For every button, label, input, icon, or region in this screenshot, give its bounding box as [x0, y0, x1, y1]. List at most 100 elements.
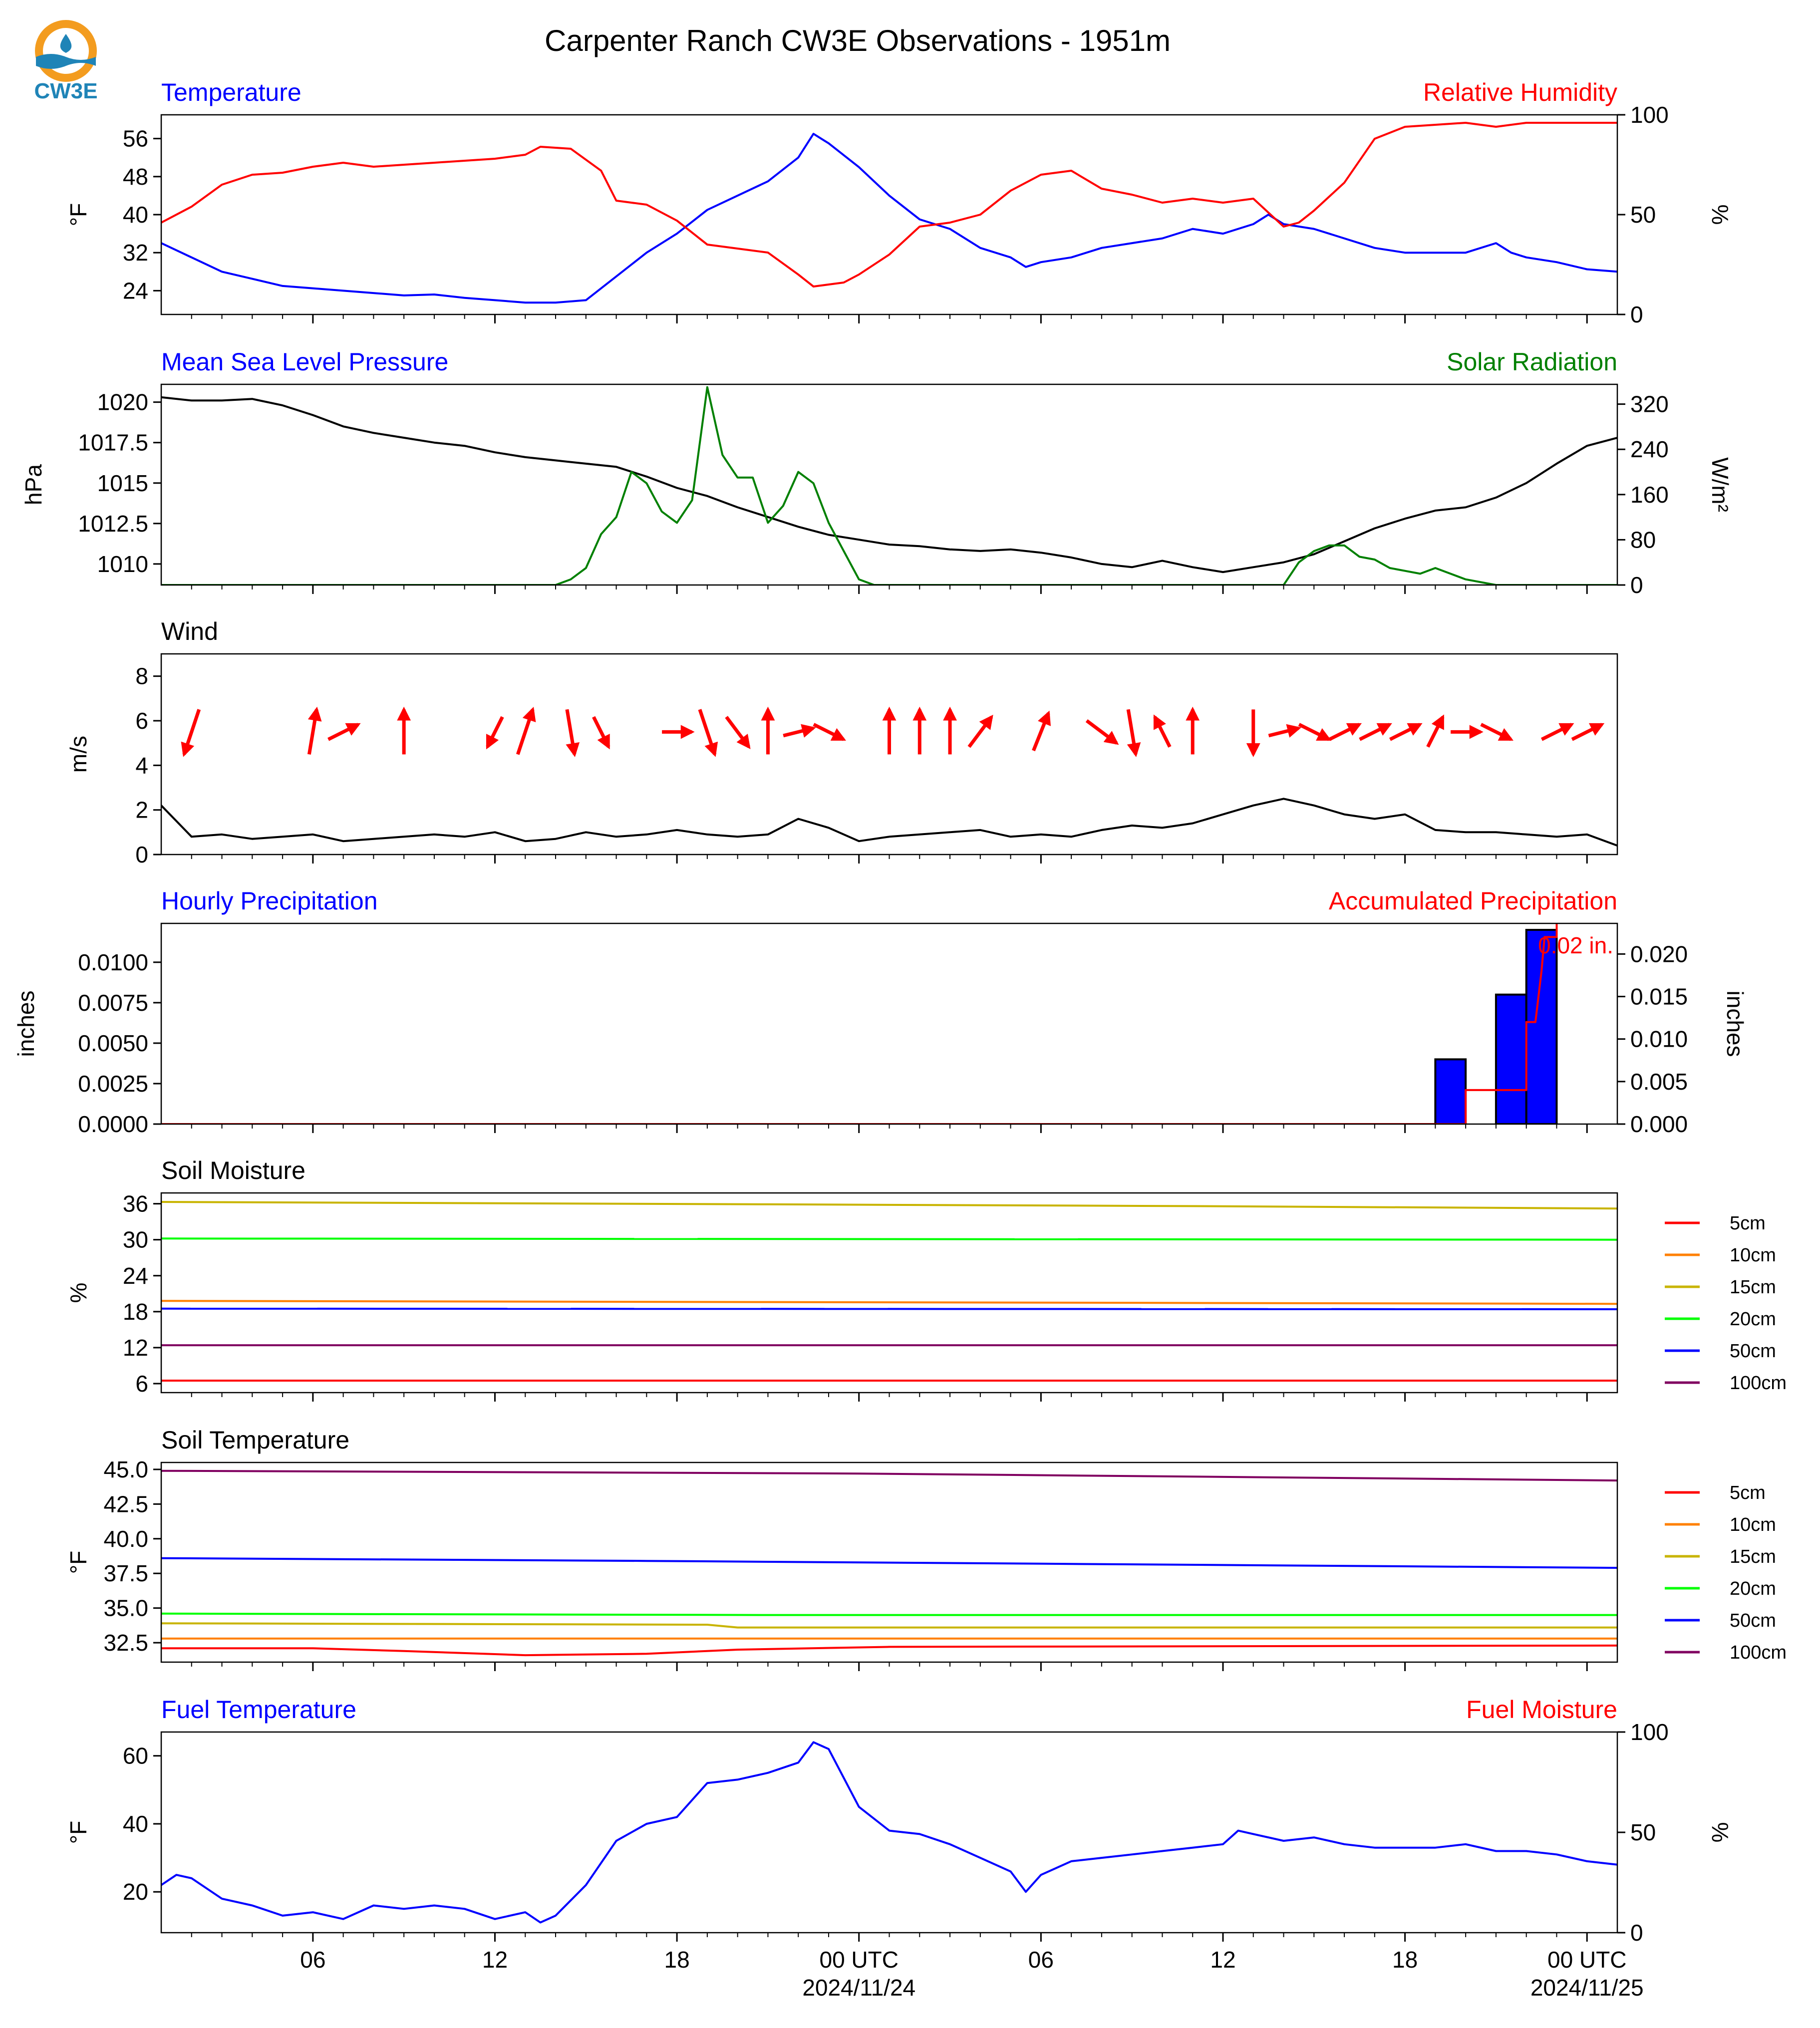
y-tick-label: 20: [123, 1879, 148, 1905]
y-tick-label: 32: [123, 240, 148, 266]
y-tick-label: 24: [123, 1263, 148, 1289]
y-tick-label: 35.0: [103, 1595, 148, 1621]
series-line: [161, 1557, 1617, 1569]
y-tick-label: 1017.5: [78, 430, 148, 456]
legend-label: 10cm: [1730, 1245, 1776, 1266]
wind-vector: [307, 706, 322, 755]
wind-vector: [327, 723, 361, 741]
panel-6: Fuel Temperature Fuel Moisture 20 40 60 0 50 10…: [65, 1696, 1733, 2001]
y-tick-label: 40.0: [103, 1526, 148, 1552]
wind-vector: [813, 723, 846, 741]
panel-title-left: Soil Moisture: [161, 1157, 305, 1184]
y-tick-label: 1020: [97, 389, 148, 415]
panel-title-left: Soil Temperature: [161, 1426, 349, 1454]
series-line: [161, 1644, 1617, 1657]
panel-title-right: Fuel Moisture: [1466, 1696, 1617, 1724]
y-tick-label: 0.0000: [78, 1111, 148, 1137]
legend-label: 50cm: [1730, 1341, 1776, 1362]
wind-vector: [1298, 723, 1332, 741]
wind-vector: [181, 709, 201, 757]
series-line: [161, 1300, 1617, 1305]
legend-label: 10cm: [1730, 1514, 1776, 1535]
x-date-label: 2024/11/25: [1530, 1975, 1644, 2001]
panel-title-right: Relative Humidity: [1423, 78, 1617, 106]
y-axis-label: °F: [65, 1821, 91, 1844]
y-right-tick-label: 0.005: [1630, 1069, 1688, 1095]
x-tick-label: 18: [664, 1947, 690, 1973]
wind-vector: [486, 716, 504, 750]
y-axis-label: %: [65, 1283, 91, 1303]
y-tick-label: 56: [123, 126, 148, 152]
y-axis-label: m/s: [65, 736, 91, 773]
y-right-tick-label: 0.015: [1630, 983, 1688, 1009]
panel-frame: [160, 922, 1618, 1125]
series-line: [161, 1622, 1617, 1629]
wind-vector: [516, 707, 536, 755]
series-line: [161, 923, 1558, 1124]
panel-title-left: Temperature: [161, 78, 302, 106]
y-tick-label: 37.5: [103, 1560, 148, 1586]
y-right-axis-label: W/m²: [1707, 457, 1733, 512]
panel-title-left: Fuel Temperature: [161, 1696, 356, 1724]
y-right-axis-label: %: [1707, 1822, 1733, 1843]
y-tick-label: 42.5: [103, 1491, 148, 1517]
y-right-tick-label: 0.010: [1630, 1026, 1688, 1052]
y-tick-label: 0.0025: [78, 1071, 148, 1097]
y-right-tick-label: 240: [1630, 436, 1669, 462]
y-right-tick-label: 80: [1630, 527, 1656, 553]
wind-vector: [1126, 709, 1141, 757]
precip-bar: [1434, 1058, 1467, 1124]
y-right-tick-label: 0: [1630, 1920, 1643, 1946]
y-tick-label: 0.0050: [78, 1030, 148, 1056]
y-right-tick-label: 50: [1630, 1819, 1656, 1845]
y-right-tick-label: 0: [1630, 301, 1643, 327]
logo-wave: [36, 54, 96, 69]
y-axis-label: °F: [65, 1551, 91, 1574]
precip-bar: [1495, 993, 1527, 1124]
legend-label: 100cm: [1730, 1642, 1787, 1663]
y-right-tick-label: 320: [1630, 391, 1669, 417]
wind-vector: [967, 714, 993, 748]
y-right-tick-label: 50: [1630, 202, 1656, 228]
series-line: [161, 1612, 1617, 1616]
series-line: [161, 798, 1617, 847]
series-line: [161, 122, 1617, 288]
wind-vector: [592, 716, 610, 750]
wind-vector: [565, 709, 580, 757]
cw3e-logo: CW3E: [26, 16, 106, 103]
wind-vector: [1540, 723, 1574, 741]
wind-vector: [725, 716, 751, 749]
panel-data: [161, 122, 1617, 304]
legend-label: 100cm: [1730, 1373, 1787, 1394]
y-tick-label: 0.0100: [78, 949, 148, 975]
y-tick-label: 1010: [97, 551, 148, 577]
x-tick-label: 00 UTC: [1547, 1947, 1626, 1973]
y-tick-label: 36: [123, 1191, 148, 1217]
y-tick-label: 40: [123, 1811, 148, 1837]
figure-title: Carpenter Ranch CW3E Observations - 1951…: [545, 24, 1171, 57]
y-tick-label: 48: [123, 164, 148, 190]
cw3e-logo-mark: CW3E: [34, 20, 98, 103]
series-line: [161, 396, 1617, 574]
legend-label: 15cm: [1730, 1277, 1776, 1298]
y-tick-label: 6: [135, 708, 148, 734]
legend-label: 50cm: [1730, 1610, 1776, 1631]
y-tick-label: 60: [123, 1743, 148, 1769]
wind-vector: [1571, 723, 1605, 741]
x-tick-label: 00 UTC: [819, 1947, 898, 1973]
precip-total-annotation: 0.02 in.: [1538, 932, 1613, 958]
wind-vector: [1426, 714, 1445, 748]
series-line: [161, 1201, 1617, 1210]
x-tick-label: 12: [1210, 1947, 1235, 1973]
panel-title-left: Hourly Precipitation: [161, 887, 378, 915]
series-line: [161, 1469, 1617, 1482]
y-tick-label: 2: [135, 797, 148, 823]
y-tick-label: 1015: [97, 470, 148, 496]
wind-vector: [1032, 710, 1051, 752]
x-tick-label: 12: [482, 1947, 508, 1973]
x-tick-label: 06: [1028, 1947, 1054, 1973]
precip-bar: [1525, 928, 1558, 1124]
y-right-tick-label: 160: [1630, 482, 1669, 508]
panel-data: [161, 1201, 1617, 1382]
